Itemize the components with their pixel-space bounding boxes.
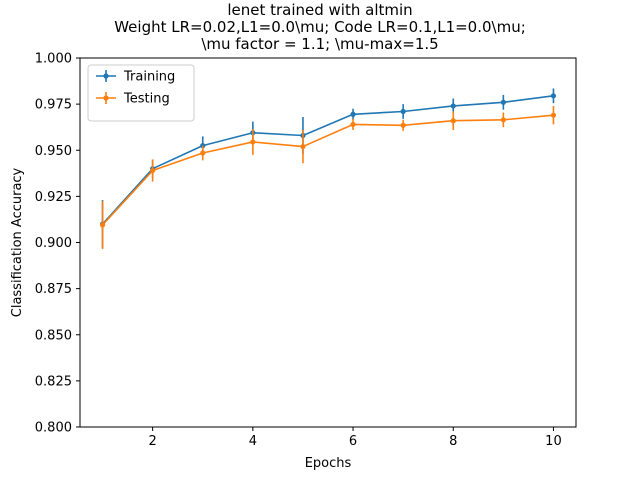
y-axis-label: Classification Accuracy [10,167,25,317]
data-point [550,112,557,118]
y-tick-label: 0.975 [35,98,72,113]
data-point [300,143,306,150]
legend-marker [103,73,109,79]
data-point [200,150,206,156]
y-tick-label: 0.925 [35,190,72,205]
chart-title-line-1: lenet trained with altmin [227,1,413,19]
x-tick-label: 4 [249,434,257,449]
data-point [99,222,106,228]
x-tick-label: 6 [349,434,357,449]
y-tick-label: 0.800 [35,421,72,436]
y-tick-label: 1.000 [35,52,72,67]
chart-title-line-2: Weight LR=0.02,L1=0.0\mu; Code LR=0.1,L1… [114,18,526,36]
series-line [101,95,554,225]
data-point [550,93,557,99]
legend-label: Training [123,70,175,85]
legend-marker [103,95,109,101]
series-testing [99,105,557,249]
data-point [350,111,356,117]
data-point [500,117,506,123]
data-point [250,139,256,145]
chart-title-line-3: \mu factor = 1.1; \mu-max=1.5 [201,35,439,53]
x-tick-label: 2 [149,434,157,449]
legend-item-training: Training [96,70,175,85]
legend-item-testing: Testing [96,92,170,107]
y-tick-label: 0.875 [35,282,72,297]
y-tick-label: 0.825 [35,374,72,389]
data-point [400,122,406,128]
plot-marks [99,88,557,249]
data-point [150,167,156,174]
data-point [450,118,456,124]
y-tick-label: 0.950 [35,144,72,159]
series-line [101,114,554,226]
x-tick-label: 10 [545,434,562,449]
legend-label: Testing [123,92,170,107]
legend-box [87,64,195,122]
data-point [450,103,456,109]
y-tick-label: 0.850 [35,328,72,343]
y-tick-label: 0.900 [35,236,72,251]
data-point [350,121,356,128]
axis-ticks: 2 4 6 8 10 0.800 0.825 0.850 0.875 0.900 0.925 0.95… [35,52,562,450]
data-point [400,108,406,115]
x-axis-label: Epochs [305,456,352,471]
data-point [500,99,506,105]
data-point [200,143,206,149]
x-tick-label: 8 [449,434,457,449]
legend: Training Testing [87,64,195,122]
